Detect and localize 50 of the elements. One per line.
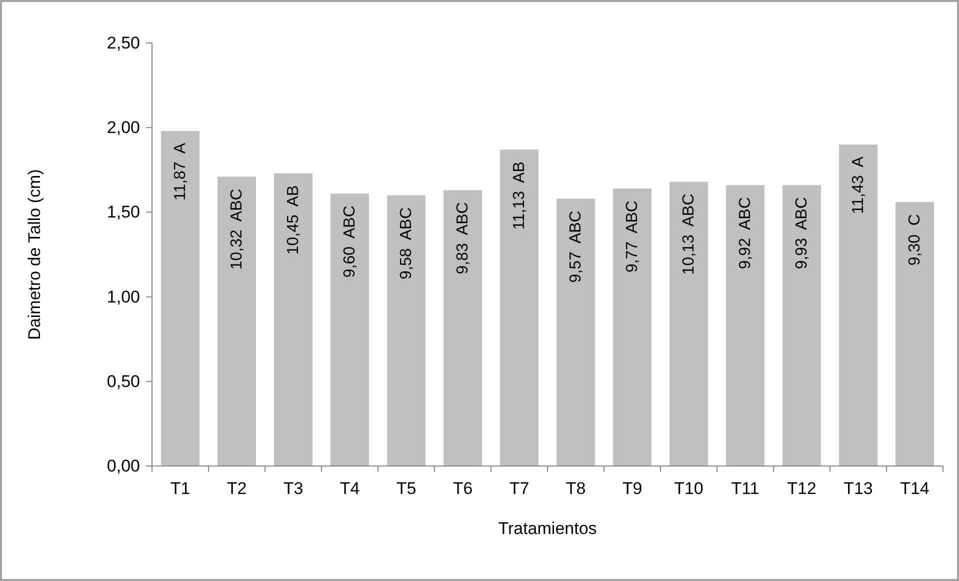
x-axis-title: Tratamientos [498, 519, 597, 538]
bar [500, 150, 538, 466]
x-tick-label: T4 [340, 479, 360, 498]
annotation: 9,60 ABC [341, 206, 358, 278]
bar [218, 176, 256, 466]
y-tick-label: 2,50 [106, 34, 140, 52]
annotation: 9,77 ABC [624, 200, 641, 273]
bar [726, 185, 764, 466]
annotation: 9,57 ABC [567, 210, 584, 283]
bar [613, 188, 652, 466]
annotation: 11,87 A [172, 142, 189, 201]
x-tick-label: T9 [622, 479, 642, 498]
annotation: 9,30 C [906, 214, 924, 266]
bar [444, 190, 482, 466]
x-tick-label: T13 [844, 479, 873, 498]
x-tick-label: T10 [674, 479, 704, 498]
bar [556, 198, 595, 466]
bar [670, 182, 708, 466]
x-tick-label: T2 [226, 479, 247, 498]
y-tick-label: 2,00 [106, 118, 140, 138]
x-tick-label: T8 [566, 479, 586, 498]
bar [387, 195, 426, 466]
annotation: 9,93 ABC [793, 197, 810, 270]
x-tick-label: T5 [396, 479, 416, 498]
annotation: 10,45 AB [284, 185, 302, 255]
y-tick-label: 1,00 [106, 287, 140, 306]
annotation: 9,92 ABC [736, 197, 754, 270]
x-tick-label: T3 [283, 479, 304, 498]
x-tick-label: T12 [787, 479, 816, 498]
y-tick-label: 0,00 [106, 456, 140, 476]
bar [161, 130, 200, 466]
bar [330, 194, 369, 466]
x-tick-label: T11 [731, 479, 760, 498]
x-tick-label: T6 [452, 479, 473, 498]
y-tick-label: 1,50 [106, 202, 140, 222]
annotation: 9,83 ABC [454, 202, 472, 274]
x-tick-label: T7 [509, 479, 530, 498]
bar [782, 185, 821, 466]
annotation: 9,58 ABC [398, 207, 415, 280]
annotation: 11,43 A [850, 156, 867, 214]
x-tick-label: T14 [900, 479, 930, 498]
annotation: 10,32 ABC [228, 188, 246, 270]
bar [839, 144, 878, 466]
y-tick-label: 0,50 [106, 372, 140, 391]
bar [274, 173, 312, 466]
x-tick-label: T1 [170, 479, 190, 498]
bar [896, 202, 934, 466]
annotation: 10,13 ABC [680, 194, 698, 275]
annotation: 11,13 AB [510, 162, 528, 230]
y-axis-title: Daimetro de Tallo (cm) [25, 169, 44, 340]
